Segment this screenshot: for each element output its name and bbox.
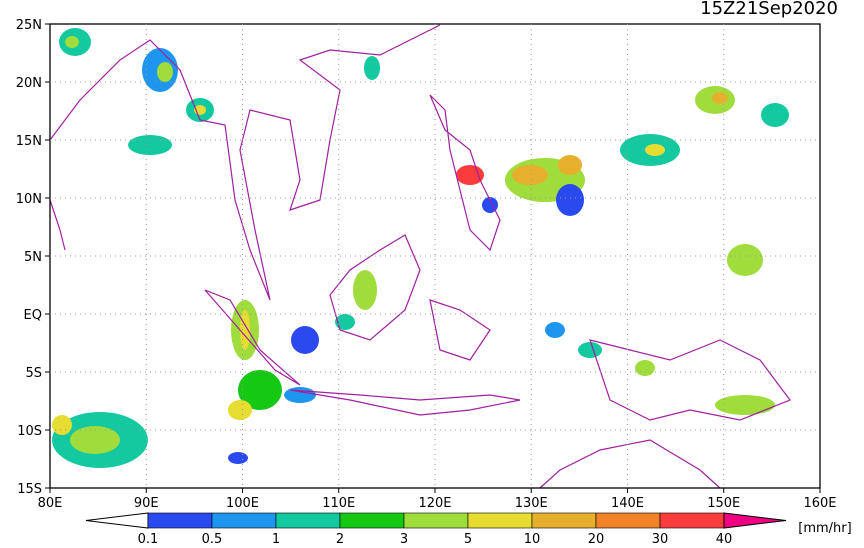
coastlines [49, 24, 791, 489]
lon-label: 130E [515, 496, 548, 511]
colorbar-box [403, 512, 469, 529]
colorbar-triangle [723, 512, 787, 529]
lon-label: 140E [611, 496, 644, 511]
lat-label: 5N [24, 250, 42, 265]
colorbar-box [467, 512, 533, 529]
lat-label: EQ [24, 308, 42, 323]
map-title: 15Z21Sep2020 [700, 0, 838, 19]
colorbar-unit: [mm/hr] [798, 521, 851, 536]
lon-label: 90E [134, 496, 159, 511]
lon-label: 100E [226, 496, 259, 511]
colorbar-label: 1 [272, 532, 280, 544]
colorbar-label: 2 [336, 532, 344, 544]
colorbar-label: 40 [716, 532, 733, 544]
colorbar-box [275, 512, 341, 529]
colorbar-box [339, 512, 405, 529]
colorbar-box [531, 512, 597, 529]
lat-label: 20N [16, 76, 42, 91]
colorbar-label: 30 [652, 532, 669, 544]
precipitation [52, 28, 789, 468]
colorbar-label: 10 [524, 532, 541, 544]
lat-label: 15N [16, 134, 42, 149]
lon-label: 120E [418, 496, 451, 511]
colorbar-label: 0.5 [202, 532, 223, 544]
colorbar-box [147, 512, 213, 529]
colorbar-box [595, 512, 661, 529]
lon-label: 160E [803, 496, 836, 511]
colorbar-label: 20 [588, 532, 605, 544]
lat-label: 5S [25, 366, 42, 381]
colorbar-box [659, 512, 725, 529]
lat-label: 15S [17, 482, 42, 497]
lat-label: 10N [16, 192, 42, 207]
colorbar-box [211, 512, 277, 529]
colorbar-label: 0.1 [138, 532, 159, 544]
lat-label: 10S [17, 424, 42, 439]
lat-label: 25N [16, 18, 42, 33]
colorbar-triangle [85, 512, 149, 529]
lon-label: 150E [707, 496, 740, 511]
lon-label: 80E [38, 496, 63, 511]
colorbar-label: 5 [464, 532, 472, 544]
colorbar-label: 3 [400, 532, 408, 544]
lon-label: 110E [322, 496, 355, 511]
